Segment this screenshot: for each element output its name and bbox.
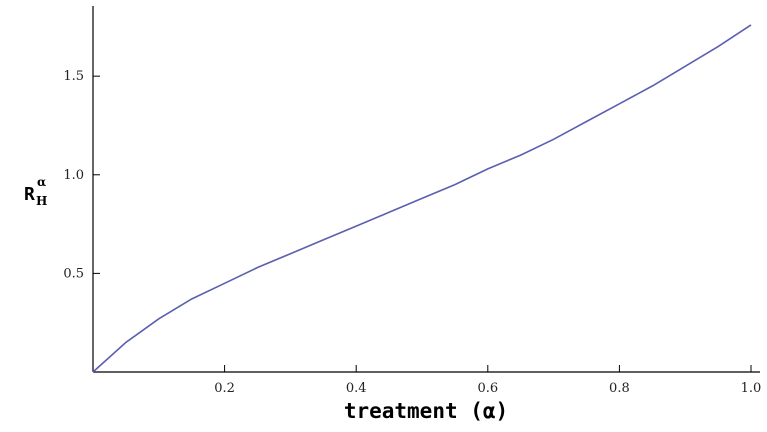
x-tick-label: 0.4 bbox=[346, 381, 367, 396]
x-tick-label: 0.8 bbox=[609, 381, 630, 396]
y-axis-label: R H α bbox=[24, 175, 47, 208]
x-tick-label: 0.6 bbox=[477, 381, 498, 396]
y-tick-label: 1.0 bbox=[63, 168, 84, 183]
y-axis-label-superscript: α bbox=[37, 175, 46, 189]
y-axis-label-base: R bbox=[24, 184, 35, 205]
axes bbox=[92, 6, 760, 373]
series-line bbox=[92, 24, 752, 373]
ticks: 0.2 0.4 0.6 0.8 1.0 0.5 1.0 1.5 bbox=[63, 69, 761, 396]
series-layer bbox=[92, 24, 752, 373]
x-tick-label: 0.2 bbox=[214, 381, 235, 396]
x-axis-label: treatment (α) bbox=[344, 399, 508, 423]
x-tick-label: 1.0 bbox=[741, 381, 762, 396]
y-axis-label-subscript: H bbox=[36, 194, 47, 208]
y-tick-label: 0.5 bbox=[63, 266, 84, 281]
y-tick-label: 1.5 bbox=[63, 69, 84, 84]
